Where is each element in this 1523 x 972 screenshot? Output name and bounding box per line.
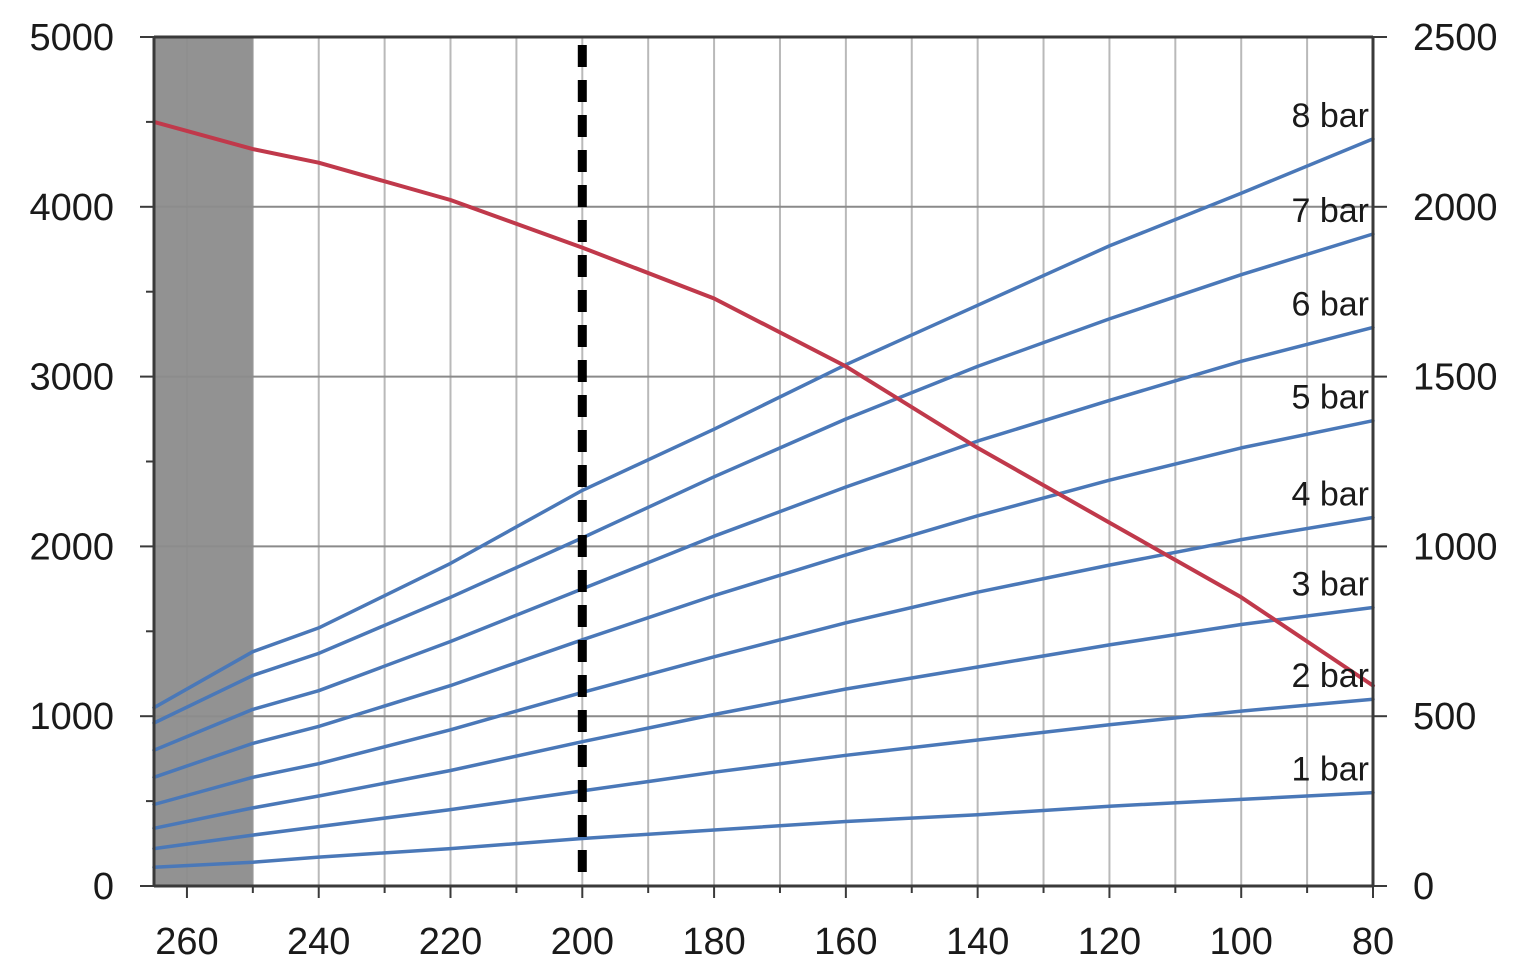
y-right-tick-label: 1500 — [1413, 357, 1498, 399]
series-label: 3 bar — [1292, 566, 1370, 604]
series-line-right-axis-curve — [152, 119, 1375, 688]
series-line-2-bar — [152, 697, 1375, 851]
series-label: 4 bar — [1292, 476, 1370, 514]
y-left-tick-label: 2000 — [29, 526, 114, 568]
x-tick-label: 100 — [1210, 921, 1273, 963]
series-label: 2 bar — [1292, 657, 1370, 695]
y-left-tick-label: 4000 — [29, 187, 114, 229]
series-line-7-bar — [152, 232, 1375, 725]
y-left-tick-label: 3000 — [29, 357, 114, 399]
x-tick-label: 140 — [946, 921, 1009, 963]
series-line-8-bar — [152, 137, 1375, 710]
series-line-4-bar — [152, 515, 1375, 807]
y-right-tick-label: 0 — [1413, 866, 1434, 908]
x-tick-label: 220 — [419, 921, 482, 963]
y-right-tick-label: 1000 — [1413, 526, 1498, 568]
y-right-tick-label: 2000 — [1413, 187, 1498, 229]
series-line-3-bar — [152, 605, 1375, 831]
y-left-tick-label: 0 — [93, 866, 114, 908]
x-tick-label: 80 — [1352, 921, 1394, 963]
series-label: 1 bar — [1292, 751, 1370, 789]
y-left-tick-label: 1000 — [29, 696, 114, 738]
axes — [140, 35, 1387, 898]
y-left-tick-label: 5000 — [29, 17, 114, 59]
series-label: 6 bar — [1292, 285, 1370, 323]
x-tick-label: 120 — [1078, 921, 1141, 963]
x-tick-label: 240 — [287, 921, 350, 963]
x-tick-label: 260 — [155, 921, 218, 963]
labels: 0 1000 2000 3000 4000 5000 0 500 1000 1500 2000 250… — [29, 17, 1497, 963]
series-label: 5 bar — [1292, 379, 1370, 417]
series-line-5-bar — [152, 418, 1375, 780]
series-line-1-bar — [152, 790, 1375, 870]
x-tick-label: 160 — [814, 921, 877, 963]
series-label: 8 bar — [1292, 97, 1370, 135]
series-label: 7 bar — [1292, 192, 1370, 230]
series-layer — [152, 119, 1375, 870]
x-tick-label: 200 — [551, 921, 614, 963]
y-right-tick-label: 2500 — [1413, 17, 1498, 59]
y-right-tick-label: 500 — [1413, 696, 1476, 738]
series-line-6-bar — [152, 325, 1375, 752]
x-tick-label: 180 — [682, 921, 745, 963]
